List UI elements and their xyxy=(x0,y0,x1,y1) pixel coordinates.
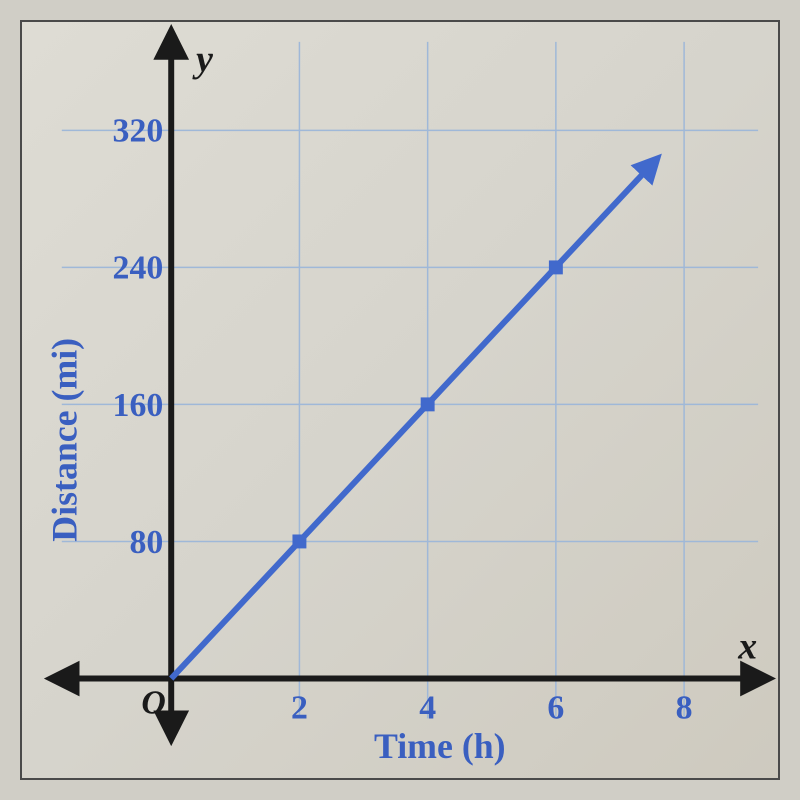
x-tick-labels: 2 4 6 8 xyxy=(291,689,693,726)
data-point xyxy=(421,397,435,411)
xtick-label: 4 xyxy=(419,689,436,726)
axes xyxy=(62,42,758,728)
chart-svg: O 2 4 6 8 80 160 240 320 y x Time (h) Di… xyxy=(22,22,778,778)
ytick-label: 80 xyxy=(129,524,163,561)
data-point xyxy=(549,260,563,274)
chart-frame: O 2 4 6 8 80 160 240 320 y x Time (h) Di… xyxy=(20,20,780,780)
ytick-label: 320 xyxy=(113,112,164,149)
ytick-label: 240 xyxy=(113,250,164,287)
xtick-label: 8 xyxy=(676,689,693,726)
x-axis-letter: x xyxy=(737,626,757,668)
data-point xyxy=(292,534,306,548)
y-tick-labels: 80 160 240 320 xyxy=(113,112,164,561)
y-axis-title: Distance (mi) xyxy=(45,338,85,542)
grid xyxy=(62,42,758,718)
origin-label: O xyxy=(141,684,165,721)
xtick-label: 6 xyxy=(547,689,564,726)
ytick-label: 160 xyxy=(113,387,164,424)
y-axis-letter: y xyxy=(192,39,213,81)
x-axis-title: Time (h) xyxy=(374,726,506,766)
xtick-label: 2 xyxy=(291,689,308,726)
data-line xyxy=(171,165,651,679)
